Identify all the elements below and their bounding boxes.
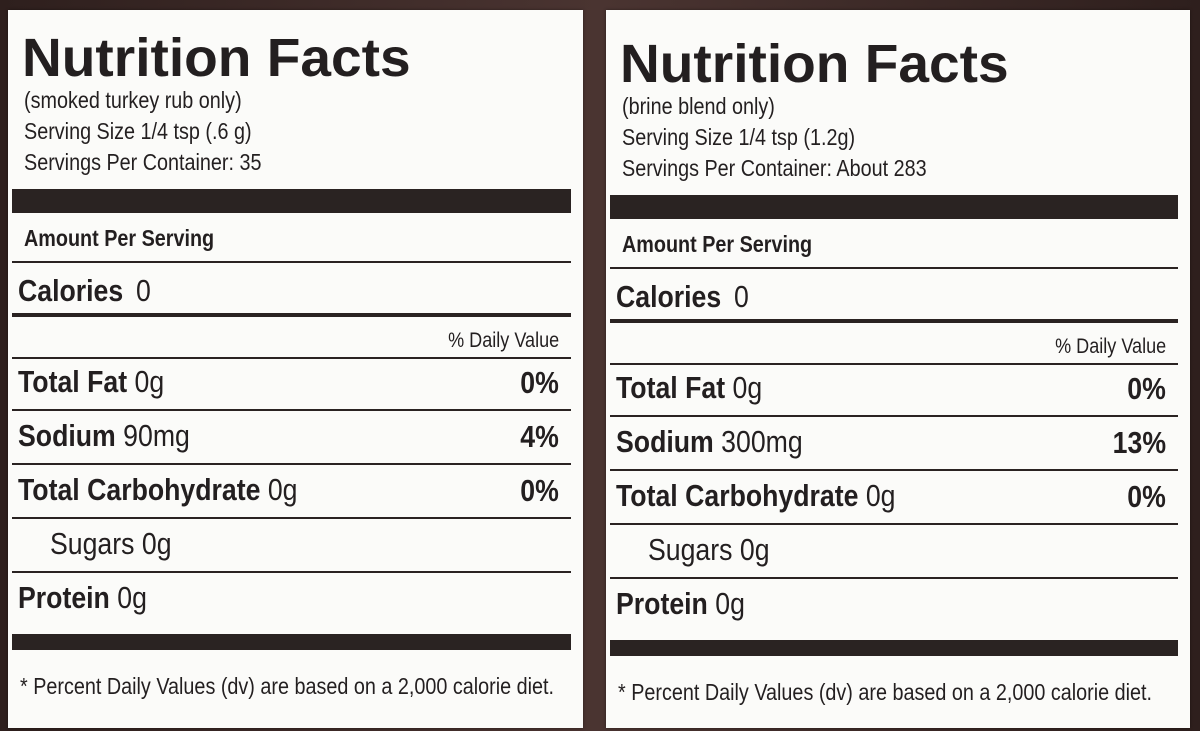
nutrient-row: Protein 0g (616, 588, 745, 619)
serving-size: Serving Size 1/4 tsp (1.2g) (622, 123, 856, 150)
daily-value: 0% (520, 472, 559, 508)
servings-per-container: Servings Per Container: 35 (24, 148, 262, 175)
daily-value-header: % Daily Value (447, 328, 559, 352)
daily-value: 0% (520, 364, 559, 400)
nutrient-row: Sugars 0g (648, 534, 770, 565)
calories-label: Calories (616, 278, 722, 314)
nutrient-row: Sodium 300mg (616, 426, 803, 457)
nutrient-row: Total Fat 0g (18, 366, 164, 397)
nutrient-amount: 300mg (721, 424, 803, 459)
rule (610, 577, 1178, 579)
nutrient-amount: 90mg (123, 418, 190, 453)
daily-value-header: % Daily Value (1054, 334, 1166, 358)
title: Nutrition Facts (22, 28, 411, 88)
nutrient-name: Sugars (648, 532, 733, 567)
nutrition-panel: Nutrition Facts (brine blend only) Serving… (606, 10, 1190, 728)
daily-value: 0% (1127, 370, 1166, 406)
nutrient-name: Sodium (616, 424, 714, 459)
nutrient-name: Total Fat (616, 370, 726, 405)
rule (12, 409, 571, 411)
amount-per-serving: Amount Per Serving (622, 230, 813, 257)
nutrient-row: Protein 0g (18, 582, 147, 613)
nutrition-panel: Nutrition Facts (smoked turkey rub only) S… (8, 10, 583, 728)
nutrient-name: Total Carbohydrate (18, 472, 261, 507)
nutrient-row: Total Carbohydrate 0g (616, 480, 896, 511)
rule (12, 313, 571, 317)
rule (610, 523, 1178, 525)
nutrient-name: Sugars (50, 526, 135, 561)
serving-size: Serving Size 1/4 tsp (.6 g) (24, 117, 252, 144)
daily-value: 4% (520, 418, 559, 454)
daily-value: 0% (1127, 478, 1166, 514)
footnote: * Percent Daily Values (dv) are based on… (618, 678, 1152, 705)
nutrient-amount: 0g (267, 472, 298, 507)
nutrient-row: Total Carbohydrate 0g (18, 474, 298, 505)
rule (12, 634, 571, 650)
footnote: * Percent Daily Values (dv) are based on… (20, 672, 554, 699)
rule (12, 571, 571, 573)
calories-value: 0 (136, 272, 151, 308)
nutrient-amount: 0g (732, 370, 763, 405)
calories-value: 0 (734, 278, 749, 314)
rule (610, 195, 1178, 219)
rule (12, 517, 571, 519)
rule (610, 640, 1178, 656)
rule (610, 363, 1178, 365)
subtitle: (smoked turkey rub only) (24, 86, 242, 113)
nutrient-amount: 0g (739, 532, 770, 567)
rule (610, 415, 1178, 417)
rule (12, 357, 571, 359)
nutrient-row: Total Fat 0g (616, 372, 762, 403)
rule (610, 469, 1178, 471)
nutrient-name: Total Carbohydrate (616, 478, 859, 513)
nutrient-row: Sodium 90mg (18, 420, 190, 451)
nutrient-amount: 0g (865, 478, 896, 513)
servings-per-container: Servings Per Container: About 283 (622, 154, 927, 181)
daily-value: 13% (1112, 424, 1166, 460)
nutrient-name: Protein (18, 580, 110, 615)
rule (610, 319, 1178, 323)
amount-per-serving: Amount Per Serving (24, 224, 215, 251)
calories-label: Calories (18, 272, 124, 308)
nutrient-amount: 0g (715, 586, 745, 621)
rule (12, 463, 571, 465)
rule (12, 261, 571, 263)
nutrient-row: Sugars 0g (50, 528, 172, 559)
nutrient-name: Protein (616, 586, 708, 621)
nutrient-amount: 0g (117, 580, 147, 615)
nutrient-name: Sodium (18, 418, 116, 453)
subtitle: (brine blend only) (622, 92, 775, 119)
nutrient-amount: 0g (134, 364, 165, 399)
title: Nutrition Facts (620, 34, 1009, 94)
nutrient-amount: 0g (141, 526, 172, 561)
nutrient-name: Total Fat (18, 364, 128, 399)
rule (610, 267, 1178, 269)
rule (12, 189, 571, 213)
